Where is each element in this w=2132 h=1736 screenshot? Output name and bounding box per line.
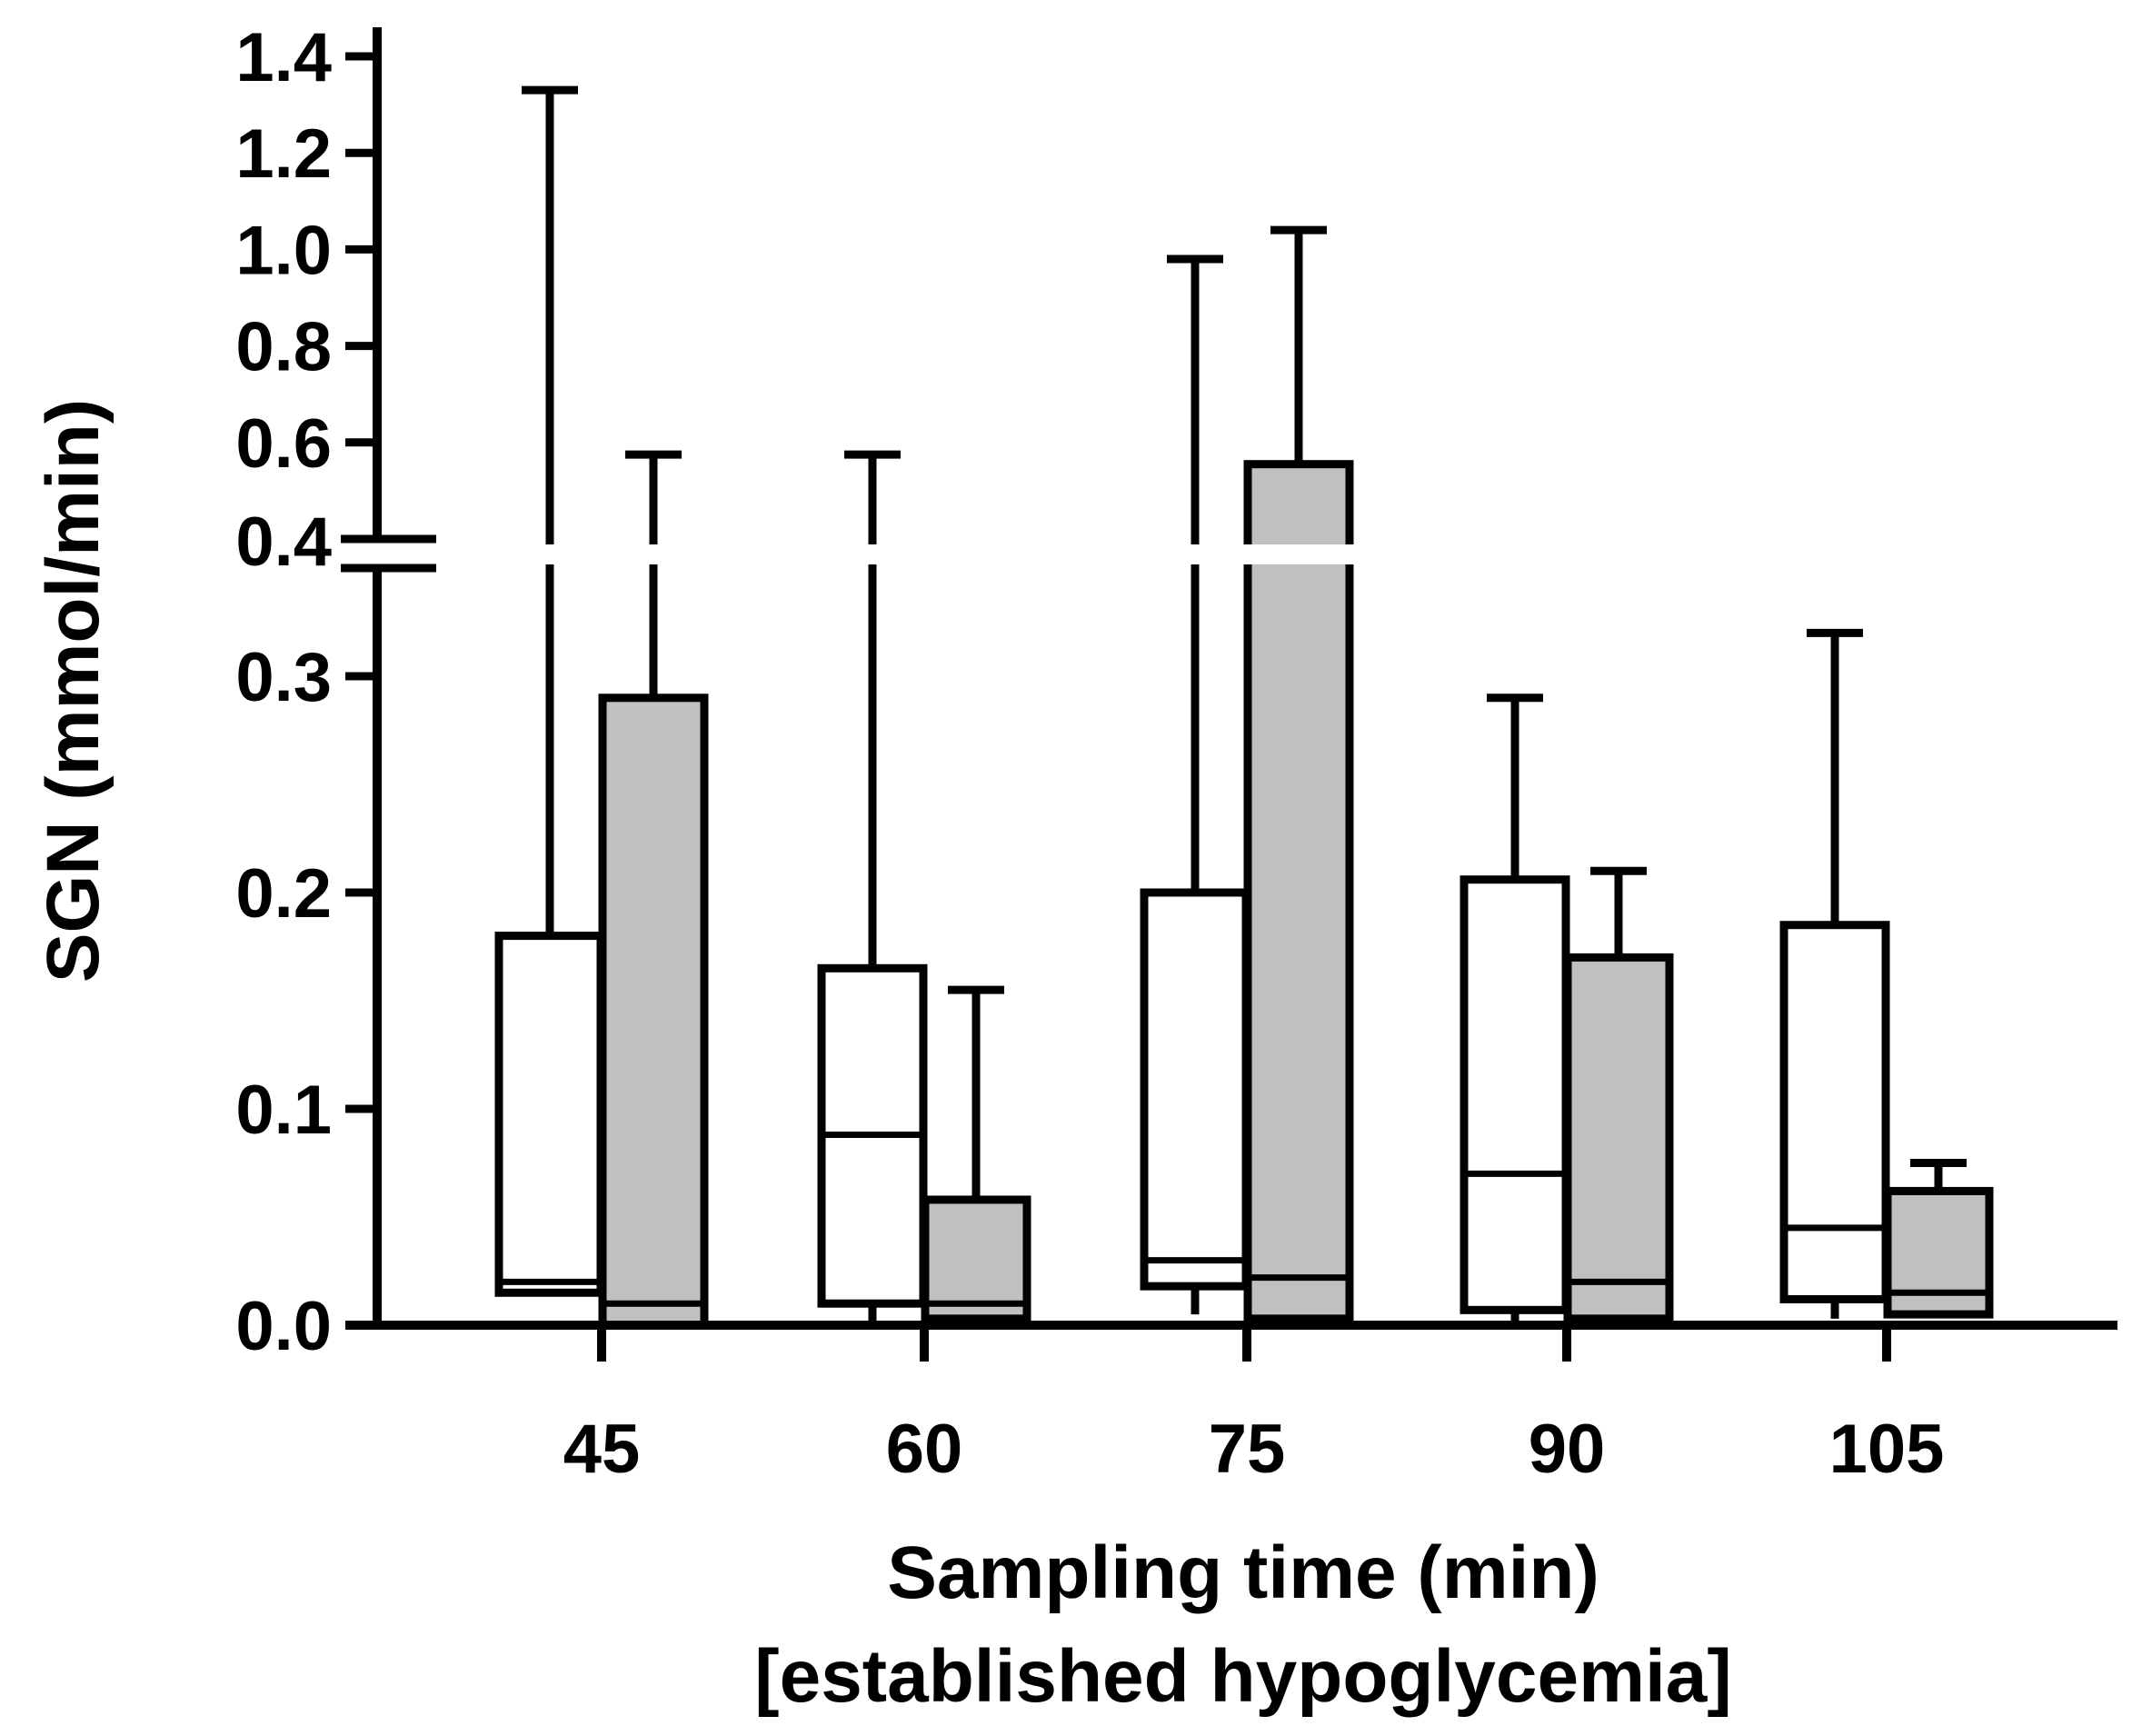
x-axis-title: Sampling time (min) — [887, 1531, 1599, 1614]
y-tick-label-0.1: 0.1 — [235, 1072, 332, 1149]
box-gray-90 — [1563, 953, 1674, 1323]
box-gray-60 — [921, 1195, 1031, 1323]
axis-break-gap — [323, 544, 2117, 564]
x-tick-label-45: 45 — [563, 1411, 641, 1488]
box-white-45 — [494, 932, 605, 1297]
box-gray-45 — [598, 693, 709, 1330]
y-tick-label-0.6: 0.6 — [235, 405, 332, 483]
y-tick-label-1.2: 1.2 — [235, 115, 332, 193]
x-tick-label-90: 90 — [1529, 1411, 1606, 1488]
box-white-90 — [1460, 875, 1570, 1314]
y-tick-label-0.0: 0.0 — [235, 1288, 332, 1365]
y-tick-label-0.3: 0.3 — [235, 639, 332, 716]
ticks-layer: 0.0 0.1 0.2 0.3 0.4 0.6 0.8 1.0 1.2 1.4 45 60 75 90 10… — [235, 19, 1944, 1488]
box-white-75 — [1140, 888, 1250, 1291]
boxes-layer — [323, 85, 2117, 1330]
axes-layer — [341, 27, 2117, 1330]
y-tick-label-0.4: 0.4 — [235, 504, 332, 581]
x-tick-label-75: 75 — [1209, 1411, 1286, 1488]
y-tick-label-1.0: 1.0 — [235, 212, 332, 289]
y-tick-label-1.4: 1.4 — [235, 19, 332, 96]
y-tick-label-0.2: 0.2 — [235, 855, 332, 933]
x-tick-label-60: 60 — [886, 1411, 963, 1488]
x-axis-title-line2: [established hypoglycemia] — [754, 1635, 1731, 1718]
x-tick-label-105: 105 — [1829, 1411, 1945, 1488]
box-gray-75 — [1243, 460, 1354, 1323]
y-tick-label-0.8: 0.8 — [235, 309, 332, 386]
box-white-105 — [1779, 921, 1890, 1303]
y-axis-title: SGN (mmol/min) — [32, 399, 115, 983]
